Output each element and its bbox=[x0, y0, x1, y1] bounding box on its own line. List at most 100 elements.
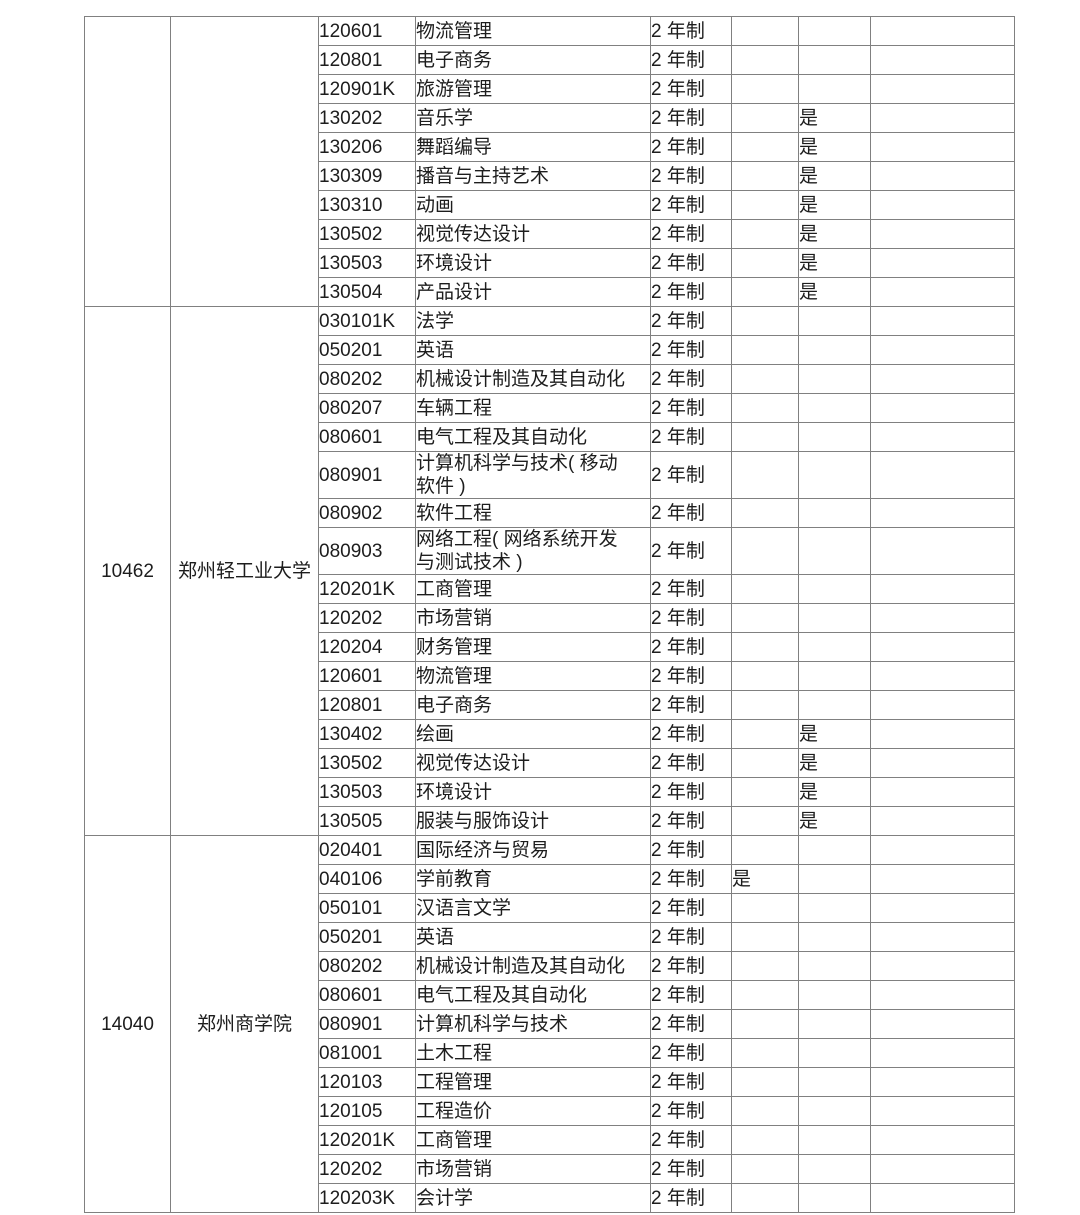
duration-cell: 2 年制 bbox=[650, 1038, 732, 1068]
school-code-cell: 14040 bbox=[84, 835, 171, 1213]
major-name-cell: 市场营销 bbox=[415, 1154, 651, 1184]
remark-cell bbox=[870, 248, 1015, 278]
remark-cell bbox=[870, 574, 1015, 604]
arts-flag-cell bbox=[798, 1009, 871, 1039]
teacher-flag-cell bbox=[731, 527, 799, 575]
table-row: 080601 电气工程及其自动化 2 年制 bbox=[85, 980, 1015, 1010]
school-code-cell: 10462 bbox=[84, 306, 171, 836]
remark-cell bbox=[870, 498, 1015, 528]
duration-cell: 2 年制 bbox=[650, 632, 732, 662]
major-name-cell: 英语 bbox=[415, 922, 651, 952]
duration-cell: 2 年制 bbox=[650, 74, 732, 104]
duration-cell: 2 年制 bbox=[650, 364, 732, 394]
duration-cell: 2 年制 bbox=[650, 748, 732, 778]
teacher-flag-cell bbox=[731, 661, 799, 691]
arts-flag-cell bbox=[798, 1125, 871, 1155]
teacher-flag-cell bbox=[731, 219, 799, 249]
duration-cell: 2 年制 bbox=[650, 951, 732, 981]
table-row: 130505 服装与服饰设计 2 年制 是 bbox=[85, 806, 1015, 836]
arts-flag-cell bbox=[798, 632, 871, 662]
arts-flag-cell: 是 bbox=[798, 719, 871, 749]
table-row: 130503 环境设计 2 年制 是 bbox=[85, 248, 1015, 278]
major-code-cell: 120601 bbox=[318, 661, 416, 691]
table-row: 14040 郑州商学院 020401 国际经济与贸易 2 年制 bbox=[84, 835, 1015, 1213]
duration-cell: 2 年制 bbox=[650, 603, 732, 633]
major-code-cell: 081001 bbox=[318, 1038, 416, 1068]
duration-cell: 2 年制 bbox=[650, 661, 732, 691]
remark-cell bbox=[870, 1154, 1015, 1184]
table-row: 080207 车辆工程 2 年制 bbox=[85, 393, 1015, 423]
remark-cell bbox=[870, 1183, 1015, 1213]
table-row: 130503 环境设计 2 年制 是 bbox=[85, 777, 1015, 807]
teacher-flag-cell bbox=[731, 248, 799, 278]
table-row: 120201K 工商管理 2 年制 bbox=[85, 1125, 1015, 1155]
table-row: 120204 财务管理 2 年制 bbox=[85, 632, 1015, 662]
arts-flag-cell bbox=[798, 451, 871, 499]
major-name-cell: 舞蹈编导 bbox=[415, 132, 651, 162]
major-name-cell: 工程造价 bbox=[415, 1096, 651, 1126]
remark-cell bbox=[870, 1096, 1015, 1126]
remark-cell bbox=[870, 190, 1015, 220]
duration-cell: 2 年制 bbox=[650, 498, 732, 528]
duration-cell: 2 年制 bbox=[650, 1096, 732, 1126]
teacher-flag-cell bbox=[731, 1125, 799, 1155]
arts-flag-cell bbox=[798, 661, 871, 691]
duration-cell: 2 年制 bbox=[650, 527, 732, 575]
duration-cell: 2 年制 bbox=[650, 980, 732, 1010]
major-code-cell: 120601 bbox=[318, 16, 416, 46]
major-code-cell: 130402 bbox=[318, 719, 416, 749]
remark-cell bbox=[870, 748, 1015, 778]
teacher-flag-cell bbox=[731, 190, 799, 220]
remark-cell bbox=[870, 451, 1015, 499]
arts-flag-cell: 是 bbox=[798, 161, 871, 191]
duration-cell: 2 年制 bbox=[650, 277, 732, 307]
major-code-cell: 120801 bbox=[318, 45, 416, 75]
major-name-cell: 法学 bbox=[415, 306, 651, 336]
arts-flag-cell bbox=[798, 690, 871, 720]
major-code-cell: 130202 bbox=[318, 103, 416, 133]
table-row: 120801 电子商务 2 年制 bbox=[85, 690, 1015, 720]
arts-flag-cell bbox=[798, 951, 871, 981]
arts-flag-cell bbox=[798, 527, 871, 575]
duration-cell: 2 年制 bbox=[650, 132, 732, 162]
major-name-cell: 产品设计 bbox=[415, 277, 651, 307]
major-name-cell: 汉语言文学 bbox=[415, 893, 651, 923]
teacher-flag-cell bbox=[731, 393, 799, 423]
major-code-cell: 050101 bbox=[318, 893, 416, 923]
table-row: 080901 计算机科学与技术( 移动 软件 ) 2 年制 bbox=[85, 451, 1015, 499]
major-code-cell: 120901K bbox=[318, 74, 416, 104]
teacher-flag-cell bbox=[731, 335, 799, 365]
remark-cell bbox=[870, 893, 1015, 923]
teacher-flag-cell bbox=[731, 922, 799, 952]
remark-cell bbox=[870, 690, 1015, 720]
arts-flag-cell: 是 bbox=[798, 219, 871, 249]
duration-cell: 2 年制 bbox=[650, 1067, 732, 1097]
duration-cell: 2 年制 bbox=[650, 161, 732, 191]
major-code-cell: 050201 bbox=[318, 922, 416, 952]
major-name-cell: 国际经济与贸易 bbox=[415, 835, 651, 865]
table-row: 120901K 旅游管理 2 年制 bbox=[85, 74, 1015, 104]
table-row: 120201K 工商管理 2 年制 bbox=[85, 574, 1015, 604]
duration-cell: 2 年制 bbox=[650, 1125, 732, 1155]
arts-flag-cell: 是 bbox=[798, 748, 871, 778]
remark-cell bbox=[870, 219, 1015, 249]
major-code-cell: 120202 bbox=[318, 1154, 416, 1184]
table-row: 130309 播音与主持艺术 2 年制 是 bbox=[85, 161, 1015, 191]
major-name-cell: 工商管理 bbox=[415, 574, 651, 604]
arts-flag-cell: 是 bbox=[798, 777, 871, 807]
major-name-cell: 播音与主持艺术 bbox=[415, 161, 651, 191]
remark-cell bbox=[870, 1038, 1015, 1068]
table-row: 080202 机械设计制造及其自动化 2 年制 bbox=[85, 951, 1015, 981]
major-code-cell: 120801 bbox=[318, 690, 416, 720]
table-row: 050201 英语 2 年制 bbox=[85, 922, 1015, 952]
major-name-cell: 工程管理 bbox=[415, 1067, 651, 1097]
teacher-flag-cell bbox=[731, 132, 799, 162]
arts-flag-cell bbox=[798, 498, 871, 528]
teacher-flag-cell bbox=[731, 893, 799, 923]
table-row: 130504 产品设计 2 年制 是 bbox=[85, 277, 1015, 307]
remark-cell bbox=[870, 661, 1015, 691]
remark-cell bbox=[870, 393, 1015, 423]
duration-cell: 2 年制 bbox=[650, 893, 732, 923]
remark-cell bbox=[870, 835, 1015, 865]
major-name-cell: 物流管理 bbox=[415, 661, 651, 691]
